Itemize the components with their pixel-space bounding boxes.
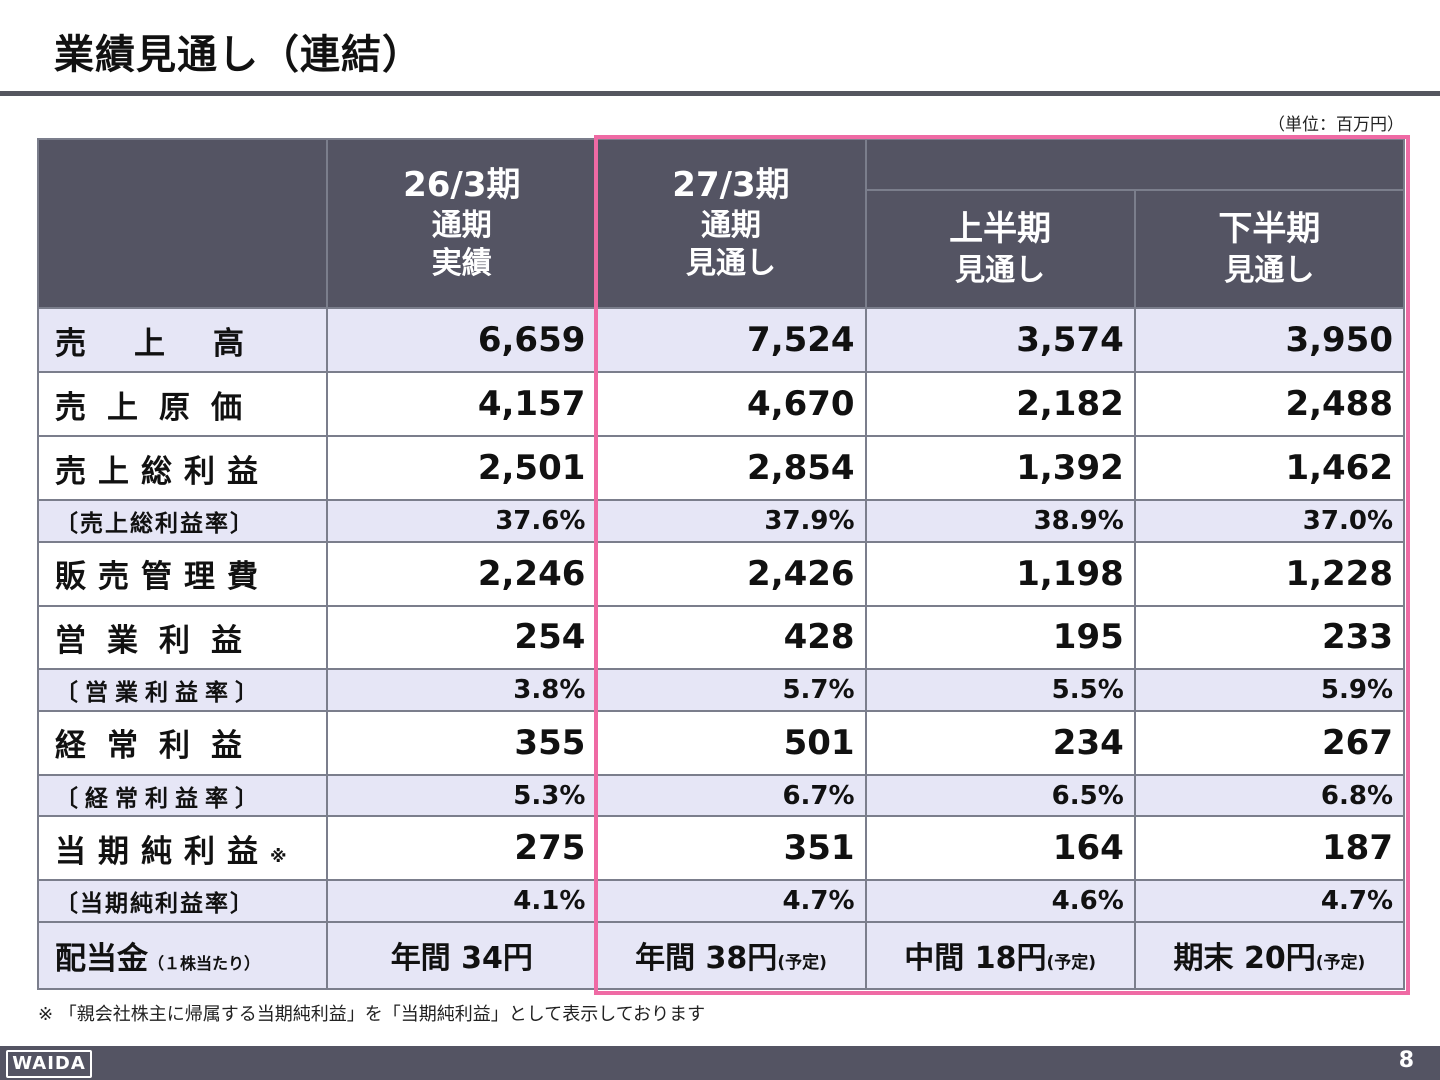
- value-cell: 4.1%: [326, 879, 598, 923]
- value-cell: 275: [326, 815, 598, 882]
- value-cell: 4,670: [595, 371, 867, 438]
- value-cell: 428: [595, 604, 867, 671]
- row-operating-margin: 〔営業利益率〕 3.8% 5.7% 5.5% 5.9%: [36, 668, 1406, 712]
- footnote-mark: ※: [270, 846, 287, 867]
- forecast-table: 26/3期 通期 実績 27/3期 通期 見通し 上半期 見通し 下半期 見通し…: [36, 137, 1406, 991]
- header-fy26-actual: 26/3期 通期 実績: [326, 137, 598, 310]
- footnote: ※ 「親会社株主に帰属する当期純利益」を「当期純利益」として表示しております: [38, 1004, 706, 1025]
- value-cell: 1,228: [1133, 540, 1406, 607]
- row-label: 〔当期純利益率〕: [36, 879, 329, 923]
- value-cell: 164: [864, 815, 1136, 882]
- value-cell: 254: [326, 604, 598, 671]
- value-cell: 3,950: [1133, 307, 1406, 374]
- value-cell: 37.0%: [1133, 499, 1406, 543]
- value-cell: 37.6%: [326, 499, 598, 543]
- value-cell: 351: [595, 815, 867, 882]
- dividend-cell: 中間 18円(予定): [864, 920, 1136, 991]
- value-cell: 2,426: [595, 540, 867, 607]
- row-sga: 販売管理費 2,246 2,426 1,198 1,228: [36, 540, 1406, 607]
- row-label: 売上原価: [36, 371, 329, 438]
- row-label: 経常利益: [36, 709, 329, 776]
- value-cell: 4,157: [326, 371, 598, 438]
- row-dividend: 配当金（１株当たり） 年間 34円 年間 38円(予定) 中間 18円(予定) …: [36, 920, 1406, 991]
- row-label: 販売管理費: [36, 540, 329, 607]
- dividend-cell: 年間 34円: [326, 920, 598, 991]
- row-ordinary-profit: 経常利益 355 501 234 267: [36, 709, 1406, 776]
- header-row: 26/3期 通期 実績 27/3期 通期 見通し: [36, 137, 1406, 310]
- value-cell: 3,574: [864, 307, 1136, 374]
- value-cell: 5.7%: [595, 668, 867, 712]
- row-label: 〔売上総利益率〕: [36, 499, 329, 543]
- value-cell: 195: [864, 604, 1136, 671]
- row-cost-of-sales: 売上原価 4,157 4,670 2,182 2,488: [36, 371, 1406, 438]
- header-row-2: 上半期 見通し 下半期 見通し: [38, 188, 1406, 310]
- value-cell: 2,501: [326, 435, 598, 502]
- value-cell: 5.9%: [1133, 668, 1406, 712]
- header-second-half: 下半期 見通し: [1133, 188, 1406, 310]
- header-first-half: 上半期 見通し: [864, 188, 1136, 310]
- row-net-margin: 〔当期純利益率〕 4.1% 4.7% 4.6% 4.7%: [36, 879, 1406, 923]
- row-label: 売上総利益: [36, 435, 329, 502]
- value-cell: 501: [595, 709, 867, 776]
- row-operating-profit: 営業利益 254 428 195 233: [36, 604, 1406, 671]
- row-net-sales: 売上高 6,659 7,524 3,574 3,950: [36, 307, 1406, 374]
- value-cell: 38.9%: [864, 499, 1136, 543]
- value-cell: 233: [1133, 604, 1406, 671]
- header-fy27-forecast: 27/3期 通期 見通し: [595, 137, 867, 310]
- value-cell: 234: [864, 709, 1136, 776]
- row-label: 配当金（１株当たり）: [36, 920, 329, 991]
- value-cell: 4.6%: [864, 879, 1136, 923]
- row-label: 〔営業利益率〕: [36, 668, 329, 712]
- value-cell: 2,488: [1133, 371, 1406, 438]
- row-label: 営業利益: [36, 604, 329, 671]
- value-cell: 37.9%: [595, 499, 867, 543]
- value-cell: 187: [1133, 815, 1406, 882]
- header-corner: [36, 137, 329, 310]
- row-label: 売上高: [36, 307, 329, 374]
- value-cell: 1,198: [864, 540, 1136, 607]
- page-number: 8: [1398, 1048, 1414, 1073]
- unit-note: （単位：百万円）: [1268, 115, 1404, 135]
- footer-bar: [0, 1046, 1440, 1080]
- row-gross-margin: 〔売上総利益率〕 37.6% 37.9% 38.9% 37.0%: [36, 499, 1406, 543]
- value-cell: 2,246: [326, 540, 598, 607]
- value-cell: 6,659: [326, 307, 598, 374]
- value-cell: 5.3%: [326, 773, 598, 818]
- value-cell: 2,854: [595, 435, 867, 502]
- dividend-cell: 年間 38円(予定): [595, 920, 867, 991]
- value-cell: 1,462: [1133, 435, 1406, 502]
- value-cell: 6.8%: [1133, 773, 1406, 818]
- dividend-cell: 期末 20円(予定): [1133, 920, 1406, 991]
- value-cell: 7,524: [595, 307, 867, 374]
- value-cell: 1,392: [864, 435, 1136, 502]
- header-halves-group: [864, 138, 1406, 191]
- page-title: 業績見通し（連結）: [54, 32, 423, 78]
- value-cell: 5.5%: [864, 668, 1136, 712]
- value-cell: 267: [1133, 709, 1406, 776]
- row-label: 〔経常利益率〕: [36, 773, 329, 818]
- company-logo: WAIDA: [6, 1050, 92, 1078]
- value-cell: 2,182: [864, 371, 1136, 438]
- dividend-label-note: （１株当たり）: [148, 953, 261, 973]
- row-label: 当期純利益※: [36, 815, 329, 882]
- value-cell: 3.8%: [326, 668, 598, 712]
- value-cell: 6.7%: [595, 773, 867, 818]
- row-net-income: 当期純利益※ 275 351 164 187: [36, 815, 1406, 882]
- value-cell: 6.5%: [864, 773, 1136, 818]
- title-divider: [0, 91, 1440, 96]
- value-cell: 4.7%: [595, 879, 867, 923]
- value-cell: 355: [326, 709, 598, 776]
- row-ordinary-margin: 〔経常利益率〕 5.3% 6.7% 6.5% 6.8%: [36, 773, 1406, 818]
- row-gross-profit: 売上総利益 2,501 2,854 1,392 1,462: [36, 435, 1406, 502]
- value-cell: 4.7%: [1133, 879, 1406, 923]
